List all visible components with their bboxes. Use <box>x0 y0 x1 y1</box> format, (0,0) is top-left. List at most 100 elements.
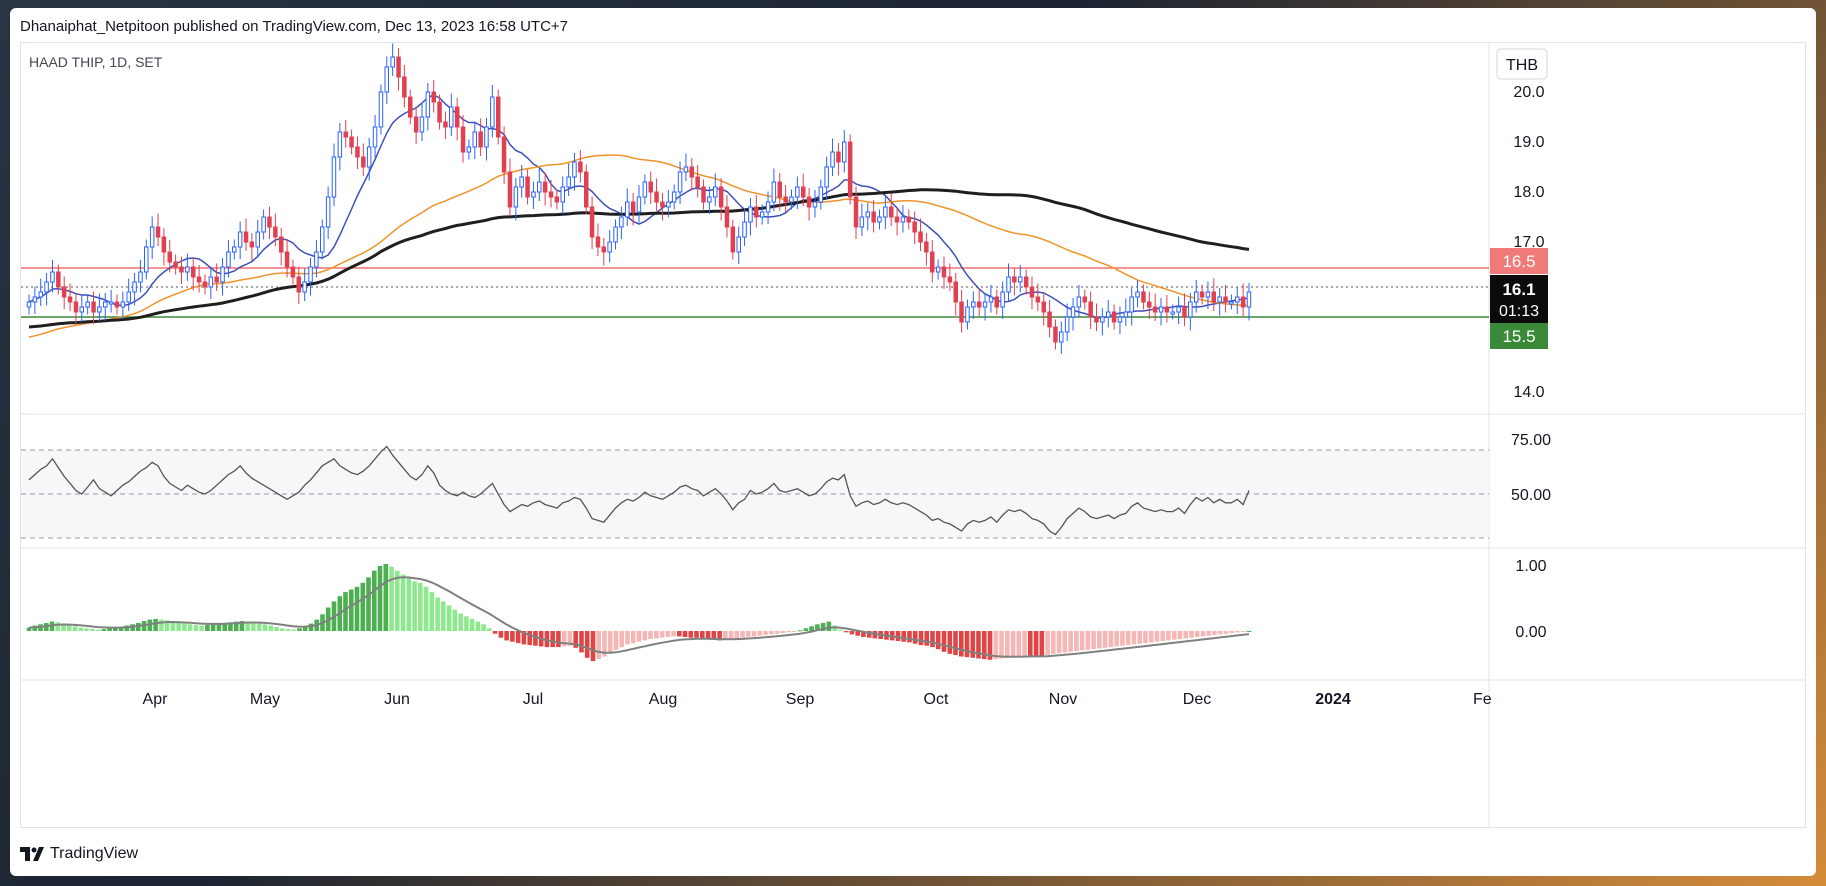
candle-body[interactable] <box>67 296 73 303</box>
candle-body[interactable] <box>601 246 606 253</box>
candle-body[interactable] <box>548 191 554 198</box>
candle-body[interactable] <box>437 101 442 123</box>
candle-body[interactable] <box>713 186 718 198</box>
candle-body[interactable] <box>595 236 601 248</box>
candle-body[interactable] <box>578 161 583 173</box>
candle-body[interactable] <box>965 306 970 323</box>
candle-body[interactable] <box>325 196 331 228</box>
candle-body[interactable] <box>947 276 953 283</box>
candle-body[interactable] <box>484 126 489 148</box>
candle-body[interactable] <box>1111 311 1117 323</box>
candle-body[interactable] <box>167 251 172 263</box>
candle-body[interactable] <box>73 301 79 313</box>
candle-body[interactable] <box>361 156 366 168</box>
candle-body[interactable] <box>554 196 560 203</box>
candle-body[interactable] <box>789 196 794 203</box>
candle-body[interactable] <box>542 181 548 193</box>
candle-body[interactable] <box>736 236 741 253</box>
candle-body[interactable] <box>208 276 214 288</box>
candle-body[interactable] <box>390 56 395 68</box>
candle-body[interactable] <box>754 206 759 218</box>
candle-body[interactable] <box>214 276 219 283</box>
candle-body[interactable] <box>1217 296 1222 303</box>
candle-body[interactable] <box>255 231 260 248</box>
candle-body[interactable] <box>1205 291 1211 298</box>
candle-body[interactable] <box>853 196 859 228</box>
candle-body[interactable] <box>1053 326 1058 343</box>
candle-body[interactable] <box>801 186 806 198</box>
candle-body[interactable] <box>589 206 595 238</box>
candle-body[interactable] <box>85 301 90 308</box>
candle-body[interactable] <box>431 91 436 103</box>
candle-body[interactable] <box>349 136 354 148</box>
candle-body[interactable] <box>1100 316 1105 323</box>
candle-body[interactable] <box>179 266 184 273</box>
candle-body[interactable] <box>97 306 102 313</box>
candle-body[interactable] <box>378 91 384 128</box>
candle-body[interactable] <box>132 281 137 293</box>
candle-body[interactable] <box>237 231 243 248</box>
candle-body[interactable] <box>1047 311 1052 328</box>
candle-body[interactable] <box>144 246 149 273</box>
candle-body[interactable] <box>1000 291 1005 308</box>
candle-body[interactable] <box>454 106 460 128</box>
candle-body[interactable] <box>1158 306 1164 313</box>
candle-body[interactable] <box>924 241 929 253</box>
candle-body[interactable] <box>683 166 689 173</box>
candle-body[interactable] <box>478 131 483 148</box>
candle-body[interactable] <box>666 201 671 208</box>
candle-body[interactable] <box>490 96 495 128</box>
candle-body[interactable] <box>566 176 571 188</box>
candle-body[interactable] <box>630 201 636 213</box>
candle-body[interactable] <box>1235 296 1240 303</box>
candle-body[interactable] <box>460 126 466 153</box>
candle-body[interactable] <box>1246 291 1252 308</box>
candle-body[interactable] <box>889 206 894 218</box>
candle-body[interactable] <box>1223 296 1228 303</box>
candle-body[interactable] <box>531 191 536 198</box>
candle-body[interactable] <box>337 131 343 158</box>
candle-body[interactable] <box>425 91 431 118</box>
candle-body[interactable] <box>771 181 777 203</box>
candle-body[interactable] <box>413 116 419 133</box>
candle-body[interactable] <box>625 201 630 218</box>
candle-body[interactable] <box>320 226 325 253</box>
candle-body[interactable] <box>982 301 988 308</box>
candle-body[interactable] <box>636 196 642 213</box>
candle-body[interactable] <box>308 266 313 283</box>
candle-body[interactable] <box>79 306 84 313</box>
candle-body[interactable] <box>871 211 876 223</box>
candle-body[interactable] <box>384 66 389 93</box>
candle-body[interactable] <box>1182 306 1187 318</box>
candle-body[interactable] <box>1229 301 1234 305</box>
candle-body[interactable] <box>988 296 994 303</box>
candle-body[interactable] <box>1082 296 1087 303</box>
candle-body[interactable] <box>496 96 501 138</box>
candle-body[interactable] <box>232 246 237 253</box>
candle-body[interactable] <box>443 121 448 128</box>
candle-body[interactable] <box>501 136 507 173</box>
candle-body[interactable] <box>196 276 202 283</box>
candle-body[interactable] <box>279 236 284 253</box>
candle-body[interactable] <box>1199 291 1205 298</box>
candle-body[interactable] <box>419 116 425 133</box>
candle-body[interactable] <box>220 266 225 283</box>
candle-body[interactable] <box>677 171 683 193</box>
candle-body[interactable] <box>366 146 372 168</box>
candle-body[interactable] <box>906 216 911 223</box>
candle-body[interactable] <box>865 211 870 218</box>
candle-body[interactable] <box>765 201 771 213</box>
candle-body[interactable] <box>930 251 935 273</box>
candle-body[interactable] <box>783 196 788 203</box>
candle-body[interactable] <box>284 251 290 268</box>
candle-body[interactable] <box>32 296 38 303</box>
candle-body[interactable] <box>883 206 888 218</box>
candle-body[interactable] <box>619 216 624 228</box>
candle-body[interactable] <box>1129 296 1134 313</box>
candle-body[interactable] <box>1076 296 1082 308</box>
candle-body[interactable] <box>695 176 700 188</box>
candle-body[interactable] <box>1123 311 1129 318</box>
candle-body[interactable] <box>654 191 659 203</box>
macd-signal-line[interactable] <box>28 576 1250 658</box>
candle-body[interactable] <box>396 56 401 78</box>
